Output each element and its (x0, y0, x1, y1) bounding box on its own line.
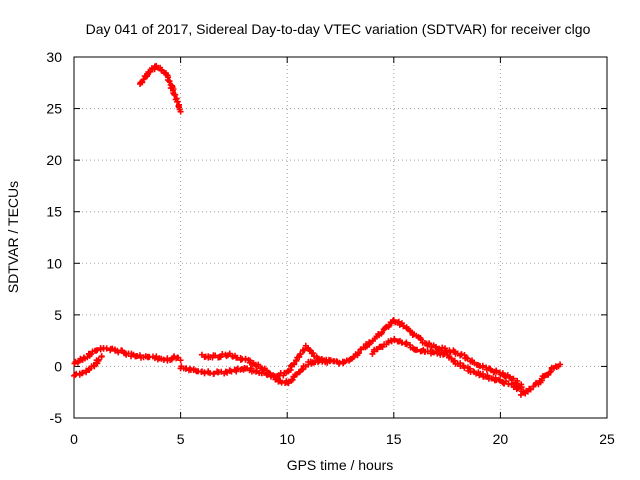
data-point (451, 357, 458, 364)
y-tick-label: 25 (46, 101, 62, 117)
data-point (355, 350, 362, 357)
data-point (466, 365, 473, 372)
y-axis-label: SDTVAR / TECUs (5, 181, 21, 293)
series-arc-peak (137, 62, 184, 115)
data-point (263, 367, 270, 374)
data-point (479, 362, 486, 369)
data-point (414, 346, 421, 353)
y-tick-label: 10 (46, 255, 62, 271)
data-point (297, 351, 304, 358)
data-point (557, 361, 564, 368)
x-tick-label: 25 (599, 431, 615, 447)
data-point (495, 376, 502, 383)
y-tick-label: 30 (46, 49, 62, 65)
y-tick-label: 15 (46, 204, 62, 220)
series-arc-lower-start (71, 353, 105, 379)
data-point (91, 363, 98, 370)
data-point (547, 368, 554, 375)
series-arc-end (517, 361, 564, 398)
data-point (247, 365, 254, 372)
data-point (85, 366, 92, 373)
x-tick-label: 5 (177, 431, 185, 447)
data-point (177, 357, 184, 364)
y-ticks: -5 0 5 10 15 20 25 30 (46, 49, 607, 426)
data-series (71, 62, 564, 398)
data-point (95, 356, 102, 363)
series-arc-main (71, 345, 184, 367)
data-point (306, 347, 313, 354)
data-point (166, 78, 173, 84)
data-point (326, 358, 333, 365)
series-arc-mid-b (198, 350, 333, 387)
x-tick-label: 0 (70, 431, 78, 447)
data-point (517, 391, 524, 398)
y-tick-label: 0 (54, 358, 62, 374)
data-point (310, 350, 316, 356)
data-point (510, 375, 517, 382)
x-tick-label: 10 (279, 431, 295, 447)
x-tick-label: 20 (493, 431, 509, 447)
x-ticks: 0 5 10 15 20 25 (70, 57, 615, 447)
series-arc-right-b (369, 335, 525, 395)
data-point (211, 370, 217, 377)
data-point (391, 335, 398, 342)
x-axis-label: GPS time / hours (287, 457, 394, 473)
y-tick-label: 20 (46, 152, 62, 168)
plot-frame (73, 56, 608, 419)
data-point (201, 370, 208, 377)
data-point (418, 336, 424, 343)
data-point (493, 368, 500, 375)
data-point (255, 361, 262, 368)
data-point (98, 353, 105, 360)
data-point (323, 356, 330, 363)
x-tick-label: 15 (386, 431, 402, 447)
data-point (177, 108, 184, 115)
data-point (448, 355, 455, 362)
data-point (160, 356, 167, 363)
chart-title: Day 041 of 2017, Sidereal Day-to-day VTE… (86, 21, 591, 37)
data-point (515, 385, 522, 391)
data-point (527, 386, 534, 393)
data-point (437, 350, 443, 356)
y-tick-label: 5 (54, 307, 62, 323)
series-arc-right-a (390, 317, 525, 391)
grid-lines (74, 57, 607, 418)
y-tick-label: -5 (50, 410, 63, 426)
